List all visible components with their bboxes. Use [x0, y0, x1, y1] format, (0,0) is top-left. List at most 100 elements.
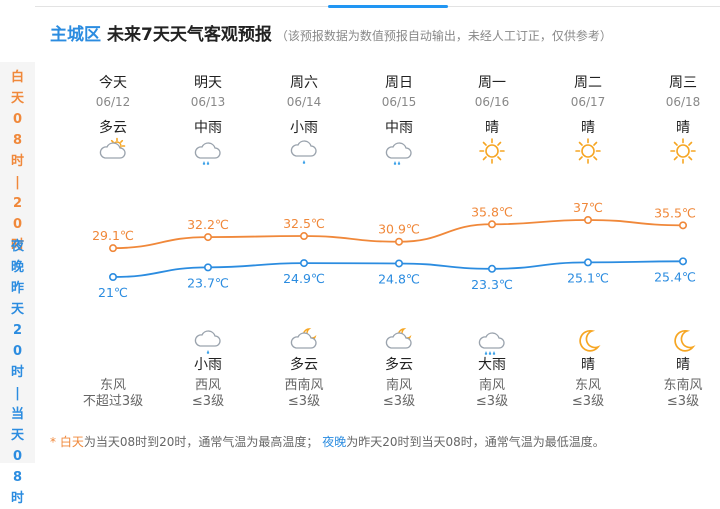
area-name: 主城区 — [50, 25, 101, 45]
partly-cloudy-night-icon — [385, 328, 412, 349]
wind-direction: 南风 — [385, 378, 412, 393]
wind-level: ≤3级 — [191, 394, 225, 409]
high-temp-point — [487, 220, 496, 229]
night-period-label: 夜晚昨天 2 0 时 | 当天 0 8 时 — [10, 239, 24, 506]
low-temp-point — [204, 263, 213, 272]
low-temp-label: 25.4℃ — [654, 269, 696, 284]
partly-cloudy-night-icon — [290, 328, 317, 349]
wind-level: ≤3级 — [475, 394, 509, 409]
day-name: 周日 — [385, 75, 413, 91]
day-weather: 晴 — [485, 120, 499, 136]
high-temp-point — [583, 215, 592, 224]
footnote: * 白天为当天08时到20时，通常气温为最高温度； 夜晚为昨天20时到当天08时… — [50, 433, 605, 450]
night-weather-icon — [548, 327, 628, 355]
day-weather: 中雨 — [194, 120, 222, 136]
footnote-star: * — [50, 435, 60, 449]
wind-direction: 东风 — [99, 378, 126, 393]
low-temp-label: 23.3℃ — [471, 277, 513, 292]
day-weather-icon — [452, 137, 532, 165]
low-temp-point — [678, 257, 687, 266]
day-weather-icon — [168, 137, 248, 165]
active-tab-indicator — [328, 5, 448, 8]
day-weather: 小雨 — [290, 120, 318, 136]
wind-info: 西风 ≤3级 — [168, 378, 248, 410]
day-weather: 中雨 — [385, 120, 413, 136]
moderate-rain-icon — [385, 142, 412, 165]
wind-level: 不超过3级 — [82, 394, 144, 409]
temperature-chart: 29.1℃ 32.2℃ 32.5℃ 30.9℃ 35.8℃ 37℃ 35.5℃ 21℃ 23.7… — [92, 200, 696, 300]
day-name: 周三 — [669, 75, 697, 91]
low-temp-label: 21℃ — [98, 285, 128, 300]
high-temp-point — [678, 221, 687, 230]
footnote-night-text: 为昨天20时到当天08时，通常气温为最低温度。 — [346, 435, 605, 449]
day-weather-icon — [73, 137, 153, 165]
wind-info: 东风 不超过3级 — [73, 378, 153, 410]
day-weather: 晴 — [676, 120, 690, 136]
night-weather: 多云 — [385, 357, 413, 373]
heavy-rain-icon — [478, 332, 505, 355]
day-date: 06/14 — [286, 95, 322, 109]
night-weather-icon — [452, 327, 532, 355]
night-weather-icon — [168, 327, 248, 355]
low-temp-label: 24.8℃ — [378, 271, 420, 286]
partly-cloudy-icon — [99, 137, 126, 159]
low-temp-point — [583, 258, 592, 267]
low-temp-point — [394, 259, 403, 268]
light-rain-icon — [290, 140, 317, 164]
footnote-night-term: 夜晚 — [322, 435, 347, 449]
day-date: 06/15 — [381, 95, 417, 109]
wind-direction: 东风 — [574, 378, 601, 393]
light-rain-icon — [194, 330, 221, 354]
high-temp-label: 30.9℃ — [378, 222, 420, 237]
day-weather-icon — [643, 137, 720, 165]
high-temp-point — [394, 237, 403, 246]
high-temp-point — [109, 244, 118, 253]
wind-info: 东南风 ≤3级 — [643, 378, 720, 410]
moderate-rain-icon — [194, 142, 221, 165]
day-date: 06/13 — [190, 95, 226, 109]
moon-icon — [674, 329, 696, 352]
high-temp-label: 29.1℃ — [92, 228, 134, 243]
wind-level: ≤3级 — [382, 394, 416, 409]
high-temp-label: 32.2℃ — [187, 217, 229, 232]
night-weather: 小雨 — [194, 357, 222, 373]
sun-icon — [575, 138, 601, 164]
wind-direction: 东南风 — [663, 378, 703, 393]
high-temp-label: 37℃ — [573, 200, 603, 215]
night-weather-icon — [73, 327, 153, 355]
day-weather-icon — [548, 137, 628, 165]
night-weather-icon — [643, 327, 720, 355]
high-temp-point — [299, 232, 308, 241]
night-weather: 晴 — [676, 357, 690, 373]
day-name: 周六 — [290, 75, 318, 91]
high-temp-label: 32.5℃ — [283, 216, 325, 231]
sun-icon — [670, 138, 696, 164]
day-name: 周一 — [478, 75, 506, 91]
day-date: 06/18 — [665, 95, 701, 109]
night-weather-icon — [359, 327, 439, 355]
night-weather: 晴 — [581, 357, 595, 373]
high-temp-label: 35.8℃ — [471, 204, 513, 219]
disclaimer-note: （该预报数据为数值预报自动输出，未经人工订正，仅供参考） — [275, 29, 612, 43]
night-weather-icon — [264, 327, 344, 355]
high-temp-point — [204, 233, 213, 242]
day-name: 今天 — [99, 75, 127, 91]
low-temp-point — [487, 264, 496, 273]
day-weather-icon — [264, 137, 344, 165]
wind-info: 东风 ≤3级 — [548, 378, 628, 410]
night-weather: 多云 — [290, 357, 318, 373]
low-temp-label: 23.7℃ — [187, 275, 229, 290]
night-weather: 大雨 — [478, 357, 506, 373]
moon-icon — [579, 329, 601, 352]
day-period-label: 白天 0 8 时 | 2 0 时 — [10, 70, 24, 253]
forecast-header: 主城区 未来7天天气客观预报 （该预报数据为数值预报自动输出，未经人工订正，仅供参考… — [50, 20, 612, 45]
wind-level: ≤3级 — [571, 394, 605, 409]
page-title: 未来7天天气客观预报 — [107, 25, 272, 45]
day-date: 06/12 — [95, 95, 131, 109]
day-date: 06/16 — [474, 95, 510, 109]
wind-info: 南风 ≤3级 — [359, 378, 439, 410]
low-temp-label: 25.1℃ — [567, 270, 609, 285]
footnote-day-text: 为当天08时到20时，通常气温为最高温度； — [83, 435, 319, 449]
wind-direction: 西风 — [194, 378, 221, 393]
day-weather: 多云 — [99, 120, 127, 136]
